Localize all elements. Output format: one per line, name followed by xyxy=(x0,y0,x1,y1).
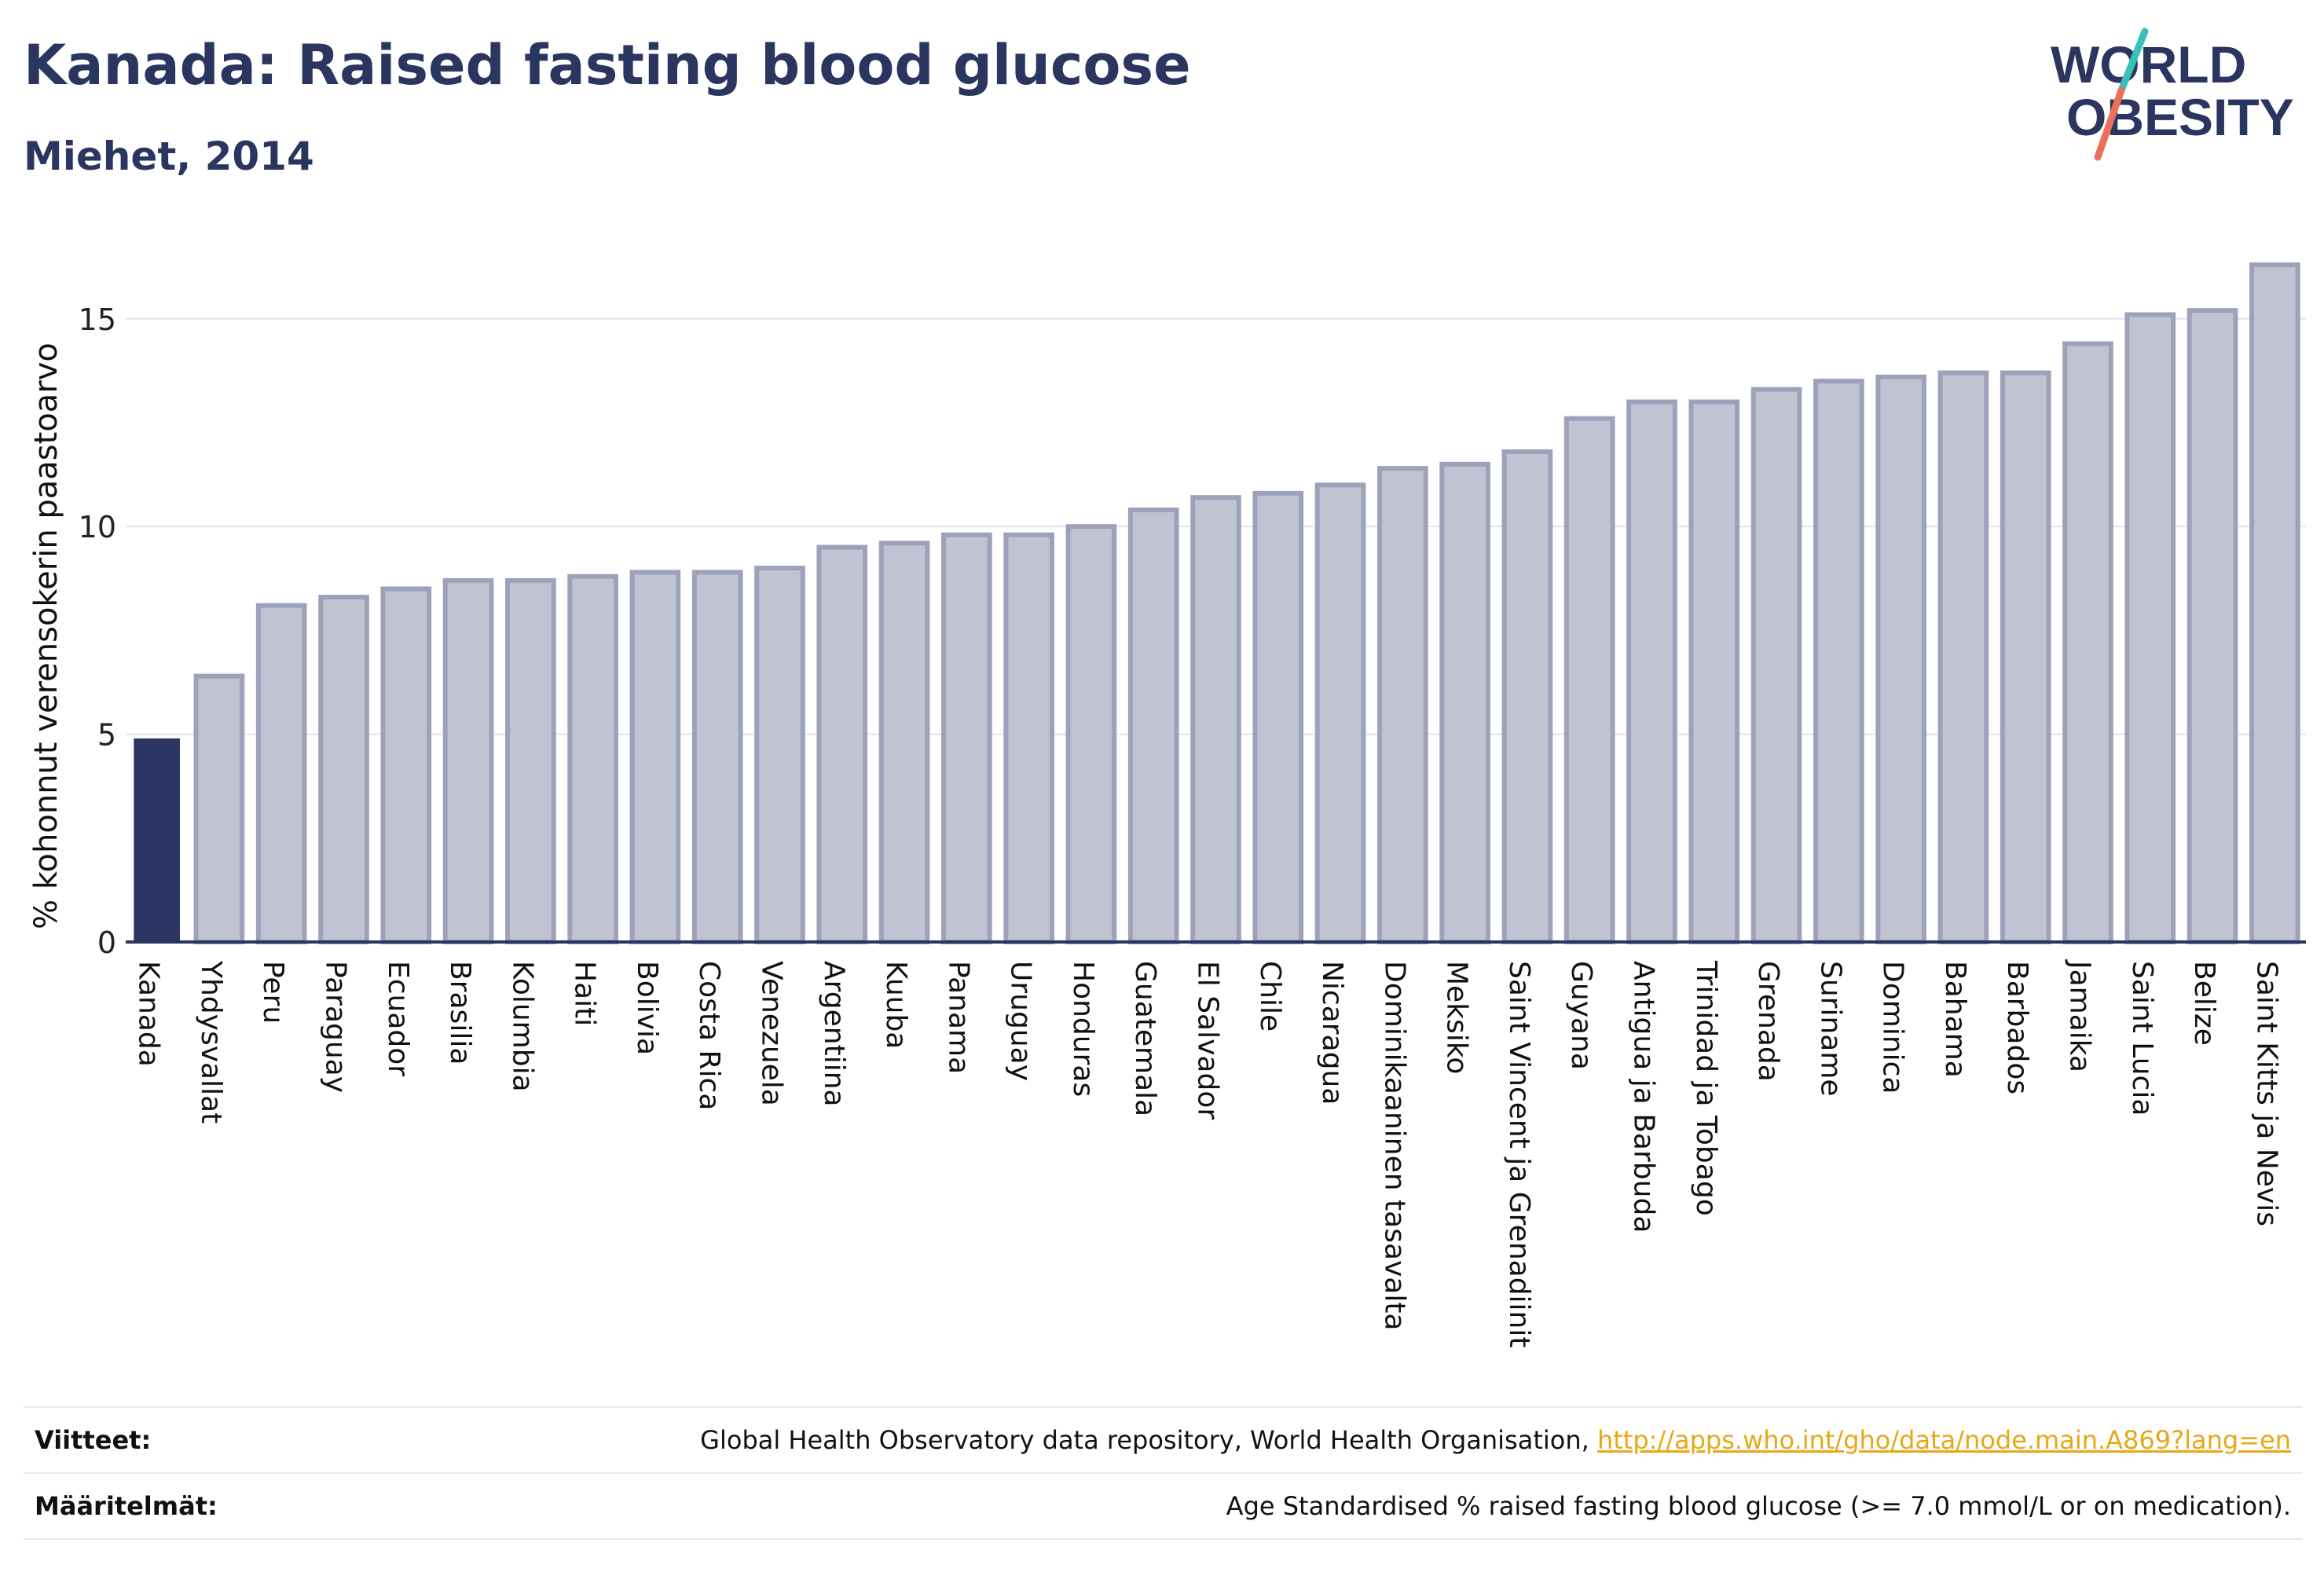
bar-panama xyxy=(941,532,992,944)
y-tick-label: 15 xyxy=(79,302,116,337)
bars xyxy=(134,262,2300,945)
definitions-label: Määritelmät: xyxy=(35,1491,218,1521)
bar-haiti xyxy=(567,574,618,945)
chart-subtitle: Miehet, 2014 xyxy=(24,134,314,179)
bar-kolumbia xyxy=(505,577,556,944)
x-tick-label: Paraguay xyxy=(320,961,352,1093)
x-tick-label: Nicaragua xyxy=(1316,961,1348,1105)
bar-venezuela xyxy=(754,566,805,944)
bar-jamaika xyxy=(2062,341,2113,944)
x-tick-label: Antigua ja Barbuda xyxy=(1628,961,1660,1233)
bar-yhdysvallat xyxy=(193,673,245,944)
world-obesity-logo: WORLD OBESITY xyxy=(2051,27,2294,161)
x-tick-label: Chile xyxy=(1254,961,1286,1032)
x-tick-label: Saint Lucia xyxy=(2126,961,2158,1116)
definitions-text: Age Standardised % raised fasting blood … xyxy=(1226,1491,2291,1521)
x-tick-label: Guyana xyxy=(1565,961,1597,1070)
x-tick-label: Panama xyxy=(942,961,974,1074)
bar-bolivia xyxy=(629,570,681,944)
y-tick-labels: 0 5 10 15 xyxy=(79,302,116,960)
logo-slash-teal xyxy=(2117,27,2149,94)
bar-saint-lucia xyxy=(2124,312,2176,945)
y-axis-title: % kohonnut verensokerin paastoarvo xyxy=(28,343,64,929)
x-tick-label: Bolivia xyxy=(631,961,663,1055)
x-tick-labels: Kanada Yhdysvallat Peru Paraguay Ecuador Bras… xyxy=(133,959,2283,1348)
x-tick-label: Costa Rica xyxy=(693,961,725,1110)
x-tick-label: Brasilia xyxy=(444,961,476,1065)
bar-saint-vincent-ja-grenadiinit xyxy=(1501,449,1553,944)
bar-uruguay xyxy=(1003,532,1054,944)
sources-label: Viitteet: xyxy=(35,1425,152,1455)
x-tick-label: Yhdysvallat xyxy=(195,960,227,1123)
bar-guyana xyxy=(1563,416,1615,944)
x-tick-label: Belize xyxy=(2188,961,2220,1046)
bar-argentiina xyxy=(816,544,868,945)
bar-grenada xyxy=(1750,387,1802,944)
x-tick-label: Saint Vincent ja Grenadiinit xyxy=(1503,961,1535,1348)
logo-slash-coral xyxy=(2094,86,2125,161)
x-tick-label: Kuuba xyxy=(880,961,912,1049)
x-tick-label: Haiti xyxy=(569,961,601,1026)
x-tick-label: Jamaika xyxy=(2064,959,2096,1072)
bar-nicaragua xyxy=(1314,482,1366,944)
bar-barbados xyxy=(2000,370,2051,944)
sources-text-wrap: Global Health Observatory data repositor… xyxy=(700,1425,2302,1455)
y-tick-label: 0 xyxy=(97,925,116,960)
bar-el-salvador xyxy=(1190,495,1241,944)
bar-chile xyxy=(1252,490,1304,944)
x-tick-label: Kolumbia xyxy=(506,961,538,1092)
x-tick-label: Dominica xyxy=(1877,961,1909,1094)
bar-chart: 0 5 10 15 Kanada Yhdysvallat Peru Paraguay Ecua… xyxy=(28,262,2306,1348)
sources-text: Global Health Observatory data repositor… xyxy=(700,1425,1597,1455)
x-tick-label: Suriname xyxy=(1814,961,1846,1097)
x-tick-label: Venezuela xyxy=(756,961,788,1106)
x-tick-label: Argentiina xyxy=(818,961,850,1107)
x-tick-label: Honduras xyxy=(1067,961,1099,1097)
x-tick-label: Barbados xyxy=(2001,961,2033,1094)
bar-kuuba xyxy=(878,541,930,944)
bar-suriname xyxy=(1813,379,1864,944)
bar-ecuador xyxy=(380,586,432,944)
bar-costa-rica xyxy=(691,570,743,944)
x-tick-label: Bahama xyxy=(1939,961,1971,1078)
bar-saint-kitts-ja-nevis xyxy=(2249,262,2300,944)
bar-brasilia xyxy=(442,577,494,944)
x-tick-label: El Salvador xyxy=(1192,961,1224,1120)
logo-line1: WORLD xyxy=(2051,35,2246,93)
chart-title: Kanada: Raised fasting blood glucose xyxy=(24,33,1191,97)
sources-link[interactable]: http://apps.who.int/gho/data/node.main.A… xyxy=(1596,1425,2291,1455)
x-tick-label: Kanada xyxy=(133,961,165,1067)
bar-dominikaaninen-tasavalta xyxy=(1377,466,1428,944)
bar-trinidad-ja-tobago xyxy=(1688,399,1740,944)
definitions-row: Määritelmät: Age Standardised % raised f… xyxy=(24,1472,2302,1540)
bar-bahama xyxy=(1937,370,1989,944)
x-tick-label: Dominikaaninen tasavalta xyxy=(1378,961,1410,1331)
x-tick-label: Trinidad ja Tobago xyxy=(1690,960,1722,1216)
x-tick-label: Guatemala xyxy=(1129,961,1161,1116)
x-tick-label: Peru xyxy=(257,961,289,1024)
footer: Viitteet: Global Health Observatory data… xyxy=(24,1406,2302,1540)
x-tick-label: Meksiko xyxy=(1441,961,1473,1074)
x-tick-label: Ecuador xyxy=(382,961,414,1076)
sources-row: Viitteet: Global Health Observatory data… xyxy=(24,1406,2302,1472)
x-tick-label: Grenada xyxy=(1752,961,1784,1082)
bar-kanada xyxy=(134,738,180,942)
bar-guatemala xyxy=(1127,508,1179,944)
y-tick-label: 10 xyxy=(79,510,116,544)
bar-peru xyxy=(255,603,307,944)
x-tick-label: Uruguay xyxy=(1005,961,1037,1081)
y-tick-label: 5 xyxy=(97,718,116,753)
x-tick-label: Saint Kitts ja Nevis xyxy=(2250,961,2282,1226)
bar-dominica xyxy=(1875,374,1926,944)
bar-meksiko xyxy=(1439,461,1490,944)
bar-belize xyxy=(2187,308,2238,944)
bar-honduras xyxy=(1065,524,1117,944)
bar-antigua-ja-barbuda xyxy=(1626,399,1677,944)
bar-paraguay xyxy=(318,595,369,944)
